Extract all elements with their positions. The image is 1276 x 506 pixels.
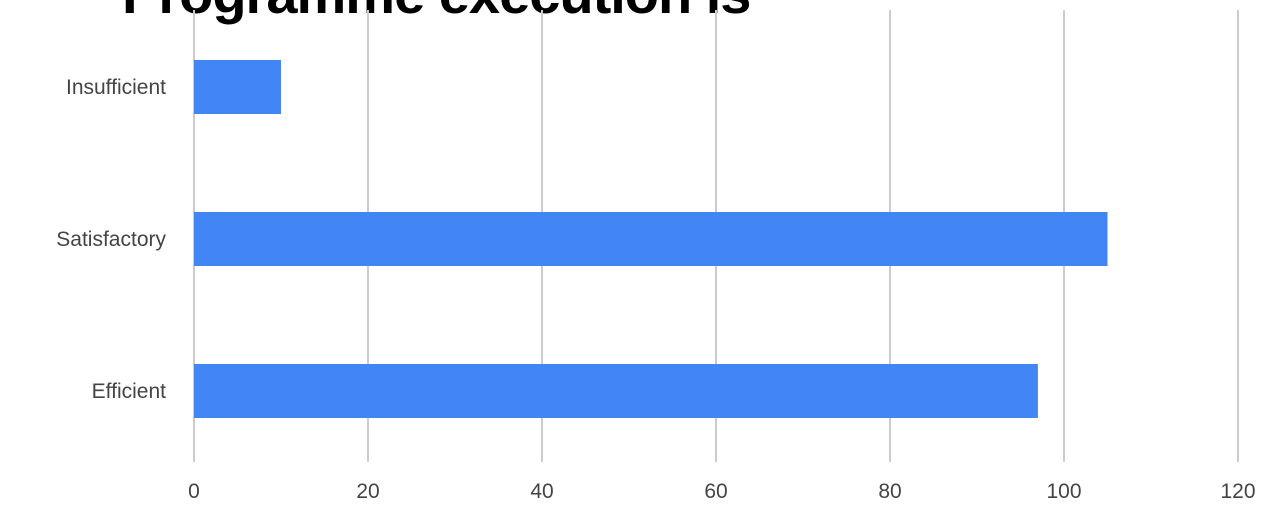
x-tick-label-100: 100 <box>1046 480 1081 503</box>
x-tick-label-0: 0 <box>188 480 200 503</box>
x-tick-label-20: 20 <box>356 480 379 503</box>
bars <box>194 60 1108 418</box>
category-labels: Insufficient Satisfactory Efficient <box>56 76 166 403</box>
x-axis-tick-labels: 0 20 40 60 80 100 120 <box>188 480 1255 503</box>
bar-satisfactory <box>194 212 1108 266</box>
x-tick-label-120: 120 <box>1220 480 1255 503</box>
category-label-satisfactory: Satisfactory <box>56 228 166 251</box>
chart-title: Programme execution is <box>122 0 751 26</box>
category-label-insufficient: Insufficient <box>66 76 166 99</box>
x-tick-label-80: 80 <box>878 480 901 503</box>
category-label-efficient: Efficient <box>92 380 166 403</box>
bar-efficient <box>194 364 1038 418</box>
x-tick-label-60: 60 <box>704 480 727 503</box>
x-tick-label-40: 40 <box>530 480 553 503</box>
bar-insufficient <box>194 60 281 114</box>
